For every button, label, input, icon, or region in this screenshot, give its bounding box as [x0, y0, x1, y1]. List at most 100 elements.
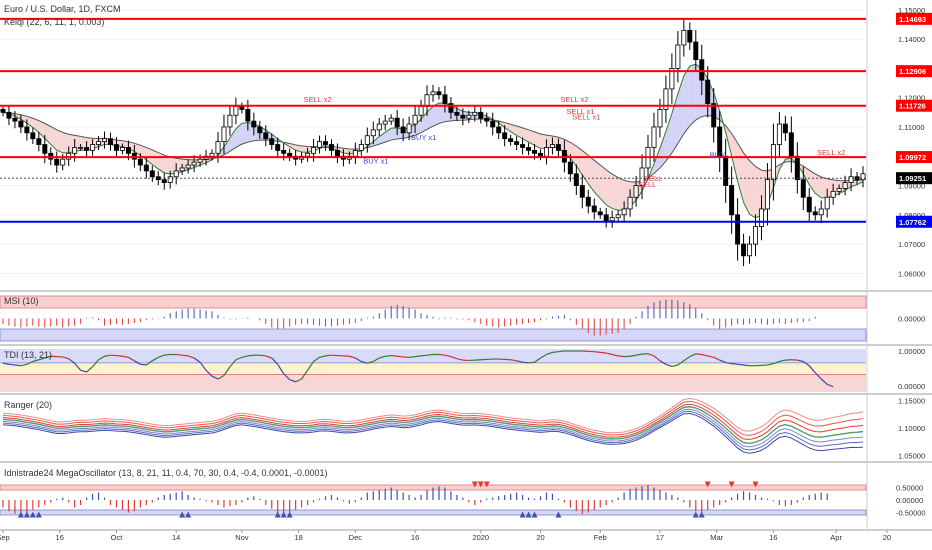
tdi-line-segment	[391, 354, 398, 357]
candle-body	[107, 138, 113, 145]
candle-body	[687, 29, 693, 43]
candle-body	[842, 182, 848, 189]
cloud-segment	[164, 155, 171, 174]
tdi-line-segment	[289, 379, 296, 383]
candle-body	[149, 170, 155, 178]
cloud-segment	[588, 155, 595, 192]
tdi-line-segment	[558, 350, 565, 353]
candle-body	[579, 185, 585, 198]
cloud-segment	[749, 160, 756, 218]
cloud-segment	[38, 120, 45, 139]
cloud-segment	[373, 136, 380, 147]
candle-body	[567, 161, 573, 175]
candle-body	[388, 117, 394, 122]
cloud-segment	[677, 75, 684, 144]
tdi-line-segment	[223, 366, 231, 376]
tdi-line-segment	[217, 374, 225, 380]
price-level-tag	[896, 65, 932, 78]
tdi-line-segment	[826, 383, 834, 388]
price-tick-label: 1.12000	[898, 94, 925, 103]
tdi-line-segment	[528, 361, 535, 364]
cloud-segment	[821, 176, 828, 198]
tdi-line-segment	[719, 359, 726, 364]
tdi-line-segment	[325, 354, 332, 357]
candle-body	[836, 188, 842, 192]
last-price-tag	[896, 172, 932, 185]
ranger-pane[interactable]	[2, 397, 864, 454]
tdi-line-segment	[731, 363, 738, 365]
tdi-pane[interactable]	[0, 349, 866, 392]
x-tick-label: Mar	[710, 533, 723, 542]
candle-body	[96, 141, 102, 145]
tdi-line-segment	[372, 357, 380, 363]
candle-body	[663, 88, 669, 110]
candle-body	[764, 179, 770, 210]
cloud-segment	[504, 122, 511, 132]
candle-body	[603, 214, 609, 222]
last-price-label: 1.09251	[899, 174, 926, 183]
candle-body	[72, 147, 78, 154]
mega-buy-marker	[555, 511, 562, 518]
msi-pane[interactable]	[0, 295, 867, 342]
price-tick-label: 1.07000	[898, 240, 925, 249]
tdi-line-segment	[319, 355, 326, 358]
tdi-line-segment	[665, 363, 673, 367]
candle-body	[305, 152, 311, 157]
signal-label: SELL	[638, 180, 656, 189]
candle-body	[257, 126, 263, 134]
signal-label: SELL x1	[566, 107, 594, 116]
cloud-segment	[391, 127, 398, 141]
tdi-line-segment	[145, 360, 153, 366]
tdi-title: TDI (13, 21)	[4, 350, 52, 360]
x-tick-label: Nov	[235, 533, 249, 542]
tdi-line-segment	[271, 357, 279, 365]
tdi-line-segment	[104, 354, 111, 357]
signal-label: SELL x2	[304, 95, 332, 104]
candle-body	[770, 144, 776, 181]
tdi-line-segment	[606, 352, 613, 356]
cloud-segment	[659, 131, 666, 168]
tdi-line-segment	[247, 354, 254, 357]
tdi-line-segment	[689, 353, 697, 358]
candle-body	[448, 103, 454, 113]
candle-body	[753, 226, 759, 245]
candle-body	[615, 214, 621, 219]
candle-body	[621, 208, 627, 216]
tdi-line-segment	[677, 360, 685, 366]
tdi-line-segment	[802, 361, 810, 367]
mega-tick-label: -0.50000	[896, 509, 926, 518]
cloud-segment	[289, 143, 296, 151]
cloud-segment	[56, 129, 63, 153]
tdi-line-segment	[361, 360, 368, 364]
x-tick-label: Apr	[830, 533, 842, 542]
cloud-segment	[80, 136, 87, 151]
candle-body	[711, 103, 717, 128]
tdi-line-segment	[707, 355, 714, 358]
candle-body	[675, 44, 681, 69]
tdi-line-segment	[295, 378, 302, 383]
tdi-line-segment	[349, 355, 356, 359]
price-level-label: 1.09972	[899, 153, 926, 162]
mega-buy-marker	[274, 511, 281, 518]
mega-buy-marker	[692, 511, 699, 518]
candle-body	[442, 94, 448, 104]
signal-label: BUY	[710, 151, 725, 160]
tdi-line-segment	[8, 363, 16, 366]
price-level-label: 1.14693	[899, 15, 926, 24]
price-level-label: 1.12906	[899, 67, 926, 76]
mega-pane[interactable]	[0, 481, 867, 518]
candle-body	[179, 167, 185, 172]
tdi-line-segment	[92, 359, 100, 368]
tdi-line-segment	[540, 353, 547, 359]
candle-body	[42, 144, 48, 154]
mega-buy-marker	[525, 511, 532, 518]
candle-body	[376, 123, 382, 131]
candle-body	[490, 120, 496, 128]
candle-body	[12, 117, 18, 122]
candle-body	[191, 161, 197, 166]
tdi-line-segment	[62, 356, 69, 360]
cloud-segment	[421, 112, 428, 133]
candle-body	[382, 120, 388, 125]
tdi-line-segment	[187, 355, 195, 359]
